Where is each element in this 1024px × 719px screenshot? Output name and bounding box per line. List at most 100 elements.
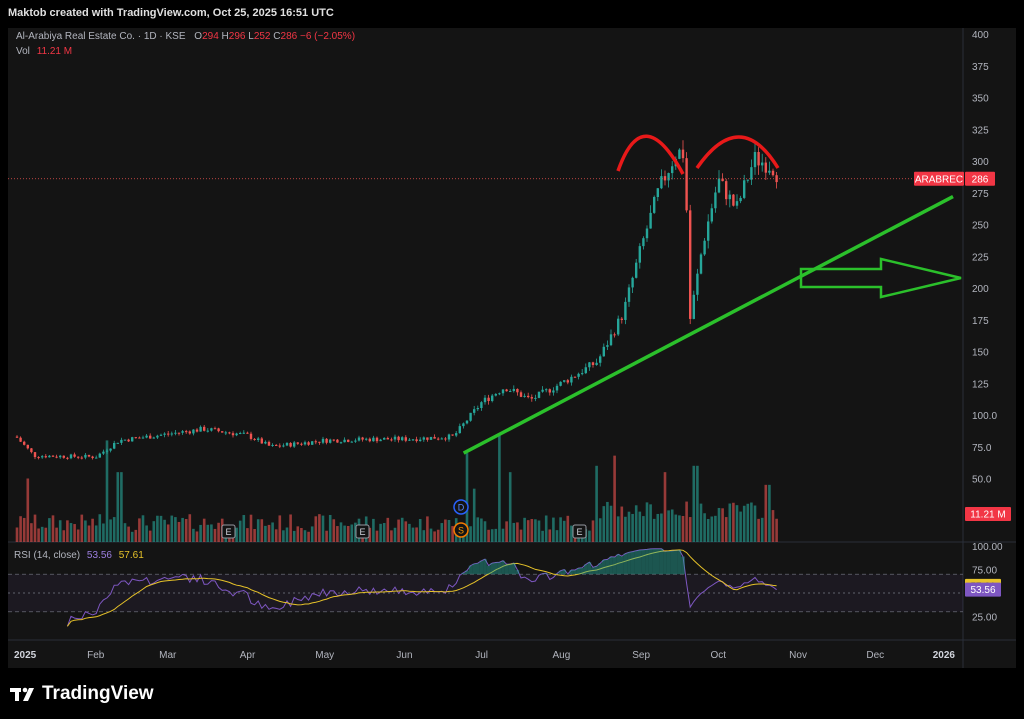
dividend-marker-label: D [458,503,465,513]
volume-bar [192,528,195,542]
volume-bar [490,529,494,542]
volume-bar [696,465,699,542]
candle-body [149,435,152,439]
volume-bar [210,524,213,542]
candle-body [138,437,141,439]
candle-body [231,433,235,436]
candle-body [368,438,371,442]
volume-bar [692,465,696,542]
candle-body [123,439,127,441]
volume-bar [22,517,26,542]
candle-body [635,262,638,278]
volume-bar [541,530,544,542]
volume-bar [354,522,357,542]
volume-bar [501,528,505,542]
candle-body [332,439,335,441]
candle-body [717,178,721,193]
volume-bar [253,529,256,542]
volume-bar [739,511,742,542]
candle-body [80,457,83,459]
volume-bar [588,530,591,542]
price-tick-label: 350 [972,94,989,105]
volume-bar [598,518,602,542]
price-tick-label: 50.0 [972,475,992,486]
candle-body [141,437,145,439]
candle-body [469,412,472,421]
candle-body [23,441,26,445]
volume-bar [264,525,267,542]
volume-bar [451,526,454,542]
volume-bar [408,523,411,542]
volume-bar [735,505,739,542]
volume-bar [112,517,116,542]
candle-body [325,438,328,443]
candle-body [69,454,73,459]
volume-bar [170,515,174,542]
volume-bar [775,518,778,542]
volume-bar [156,515,159,542]
candle-body [707,221,710,241]
candle-body [213,428,217,430]
volume-bar [91,518,94,542]
close-label: C [273,31,281,42]
trendline [462,195,954,455]
candle-body [638,246,641,263]
volume-bar [282,530,285,542]
volume-bar [591,520,595,542]
candle-body [174,432,177,434]
candle-body [429,436,433,440]
candle-body [411,439,415,441]
volume-bar [534,519,537,542]
rsi-tag-bg [965,582,1001,597]
volume-bar [681,515,685,542]
close-value: 286 [280,31,298,42]
candle-body [584,367,587,374]
candle-body [577,373,580,377]
volume-bar [516,522,519,542]
volume-bar [202,518,206,542]
volume-bar [213,528,217,542]
rsi-tag: 53.56 [965,582,1001,597]
candle-body [591,362,595,366]
volume-bar [368,527,372,542]
volume-bar [246,528,249,542]
candle-body [300,443,303,445]
volume-bar [422,530,426,542]
candle-body [41,456,44,458]
volume-bar [447,520,451,542]
volume-bar [512,522,516,542]
candle-body [59,455,62,458]
candle-body [437,438,440,440]
tradingview-logo[interactable]: TradingView [10,682,154,706]
volume-bar [372,518,375,542]
candle-body [487,397,490,402]
volume-bar [487,529,490,542]
candle-body [447,434,451,440]
volume-bar [30,523,33,542]
chart-panel[interactable]: 400 375 350 325 300 275 250 225 200 175 150 125 100.… [8,28,1016,668]
volume-bar [429,528,433,542]
candle-body [541,389,544,392]
candle-body [757,152,760,166]
candle-body [523,395,526,397]
volume-bar [544,515,548,542]
candle-body [26,444,29,449]
candle-body [649,212,652,229]
candle-body [113,442,116,449]
left-arc [616,134,685,175]
candle-body [120,439,123,443]
candle-body [329,439,332,443]
volume-bar [552,517,555,542]
earnings-marker-label: E [225,527,231,537]
price-tick-label: 75.0 [972,443,992,454]
candle-body [685,158,688,211]
candle-body [408,439,411,441]
volume-bar [678,515,681,542]
candle-body [613,334,616,336]
volume-bar [206,524,210,542]
volume-bar [296,526,300,542]
volume-bar [307,531,310,542]
chart-svg[interactable]: 400 375 350 325 300 275 250 225 200 175 150 125 100.… [8,28,1016,668]
volume-bar [620,506,624,542]
candle-body [732,194,735,206]
